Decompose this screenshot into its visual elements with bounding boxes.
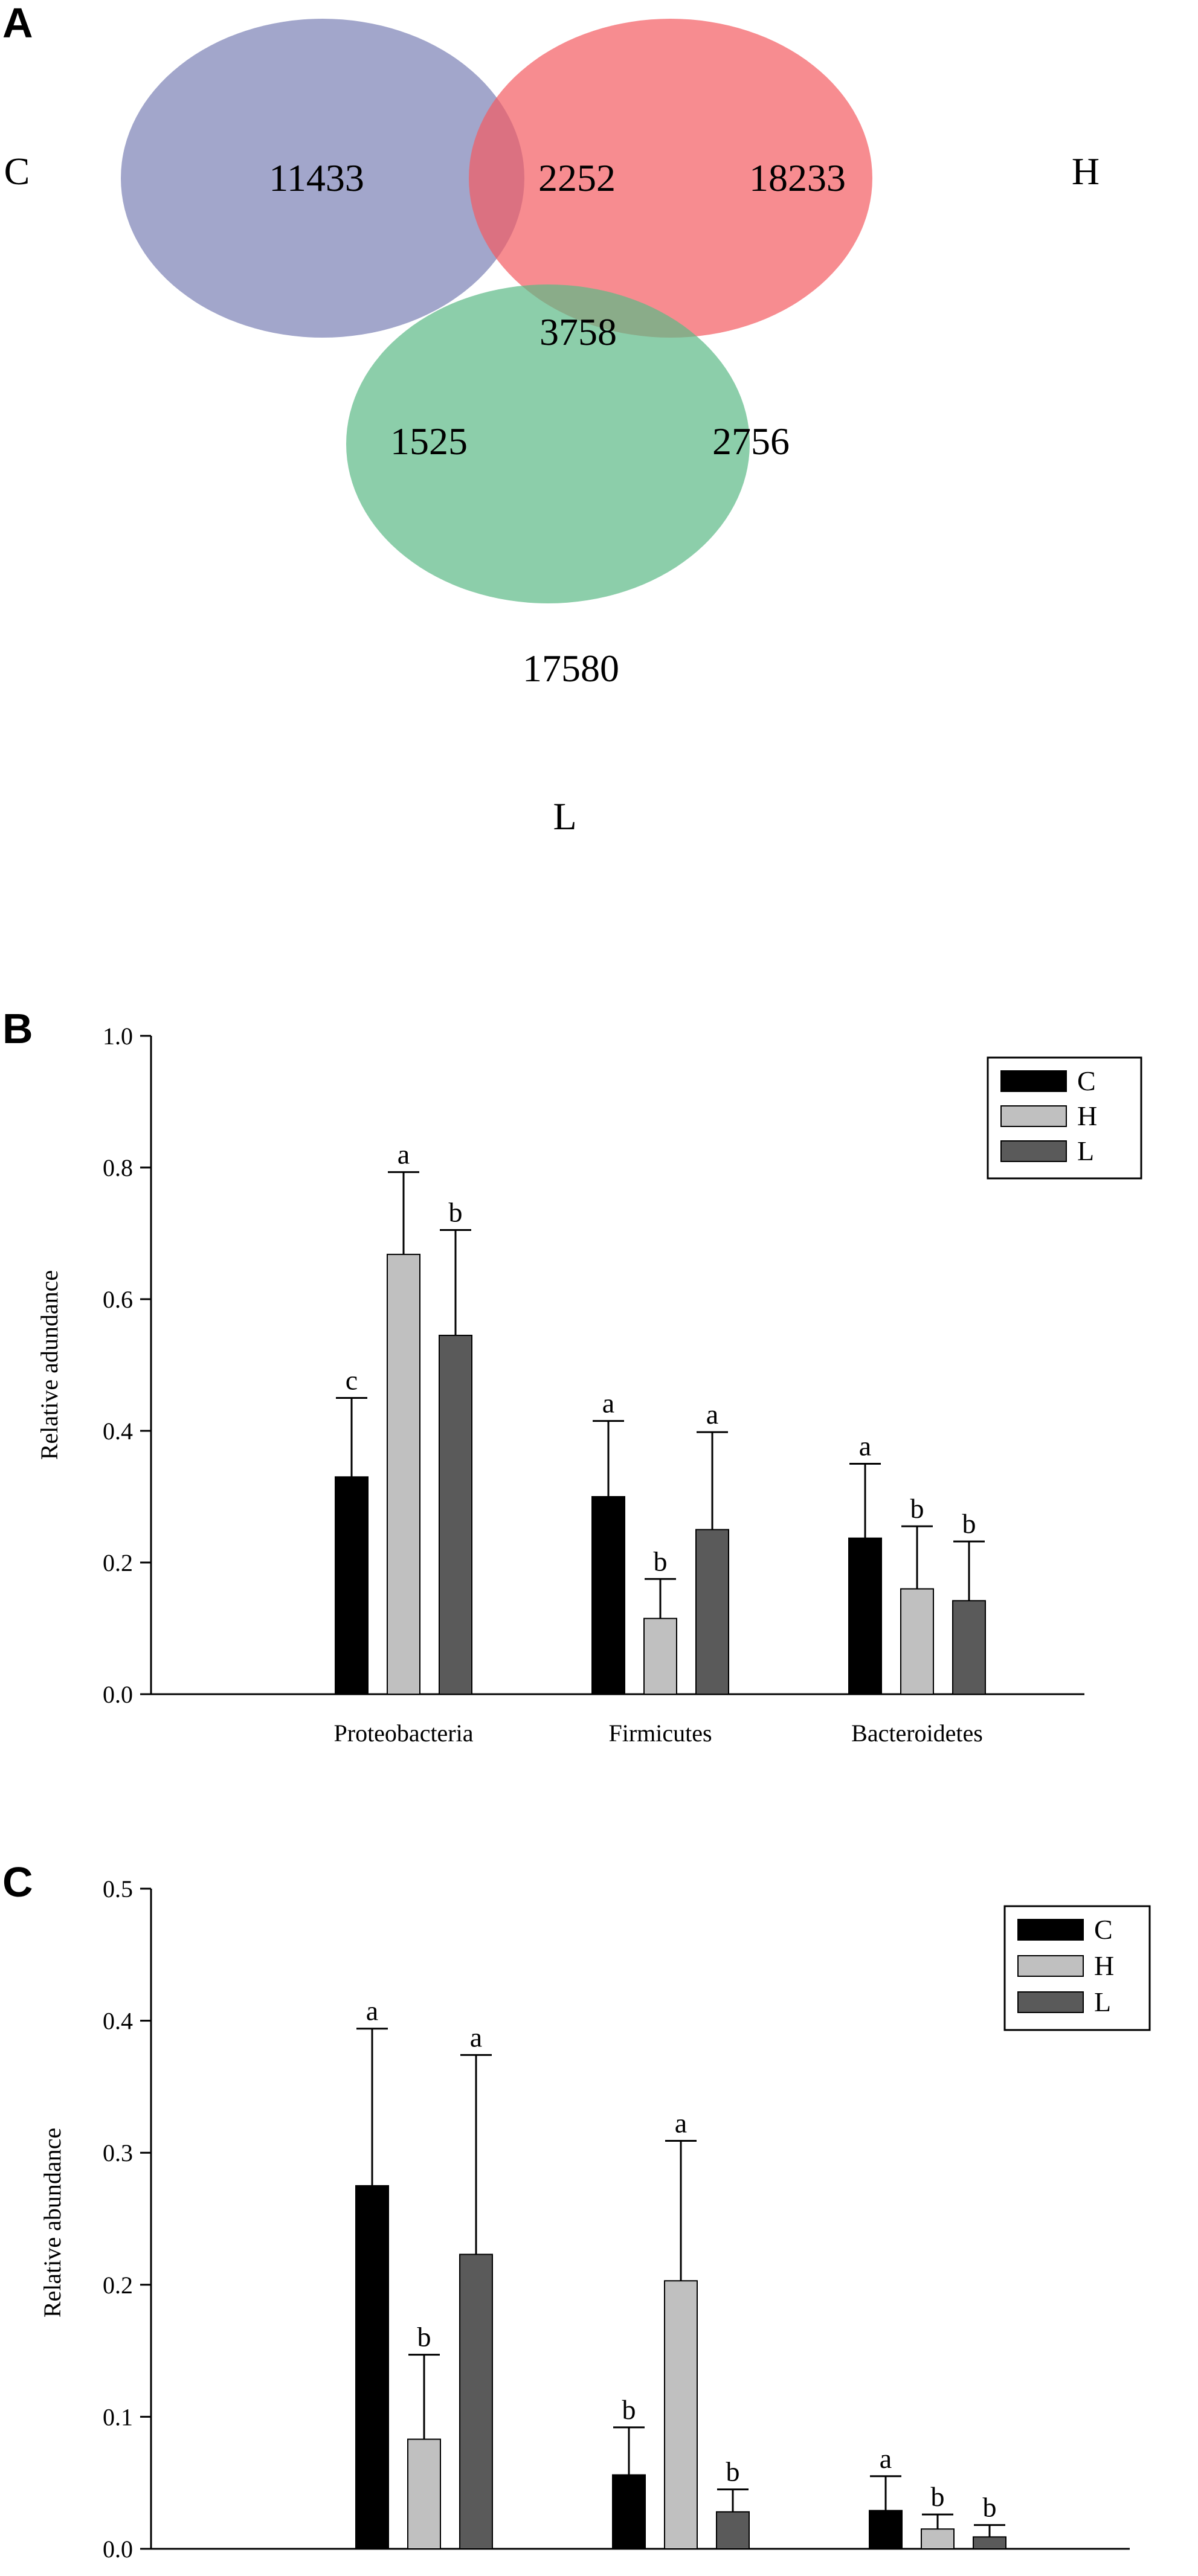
significance-letter: c [346, 1365, 358, 1396]
significance-letter: a [470, 2022, 482, 2052]
venn-circle-h [469, 19, 872, 338]
significance-letter: b [726, 2456, 740, 2487]
venn-circle-c [121, 19, 524, 338]
legend-label-c: C [1094, 1914, 1113, 1945]
bar-h-firmicutes [643, 1617, 677, 1695]
venn-set-label-h: H [1072, 150, 1100, 193]
y-tick-label: 0.0 [103, 1681, 133, 1708]
legend-swatch-l [1000, 1140, 1067, 1162]
bar-l-lactococcus [459, 2253, 493, 2549]
y-tick-label: 0.5 [103, 1875, 133, 1903]
y-tick-label: 0.1 [103, 2403, 133, 2430]
significance-letter: a [366, 1996, 378, 2026]
y-tick-label: 0.6 [103, 1286, 133, 1313]
phylum-bar-chart: Relative adundance 0.0 0.2 0.4 0.6 0.8 1.0 c a b… [36, 1023, 1142, 1747]
bar-l-bacteroidetes [952, 1600, 986, 1695]
legend-label-h: H [1077, 1100, 1097, 1131]
bar-h-bacteroidetes [900, 1588, 934, 1695]
y-tick-label: 0.2 [103, 2272, 133, 2299]
significance-letter: a [706, 1399, 718, 1430]
significance-letter: a [602, 1388, 614, 1419]
significance-letter: a [675, 2108, 687, 2139]
y-tick-label: 0.3 [103, 2139, 133, 2166]
bar-c-aeromonas [612, 2474, 646, 2549]
significance-letter: b [417, 2322, 431, 2353]
significance-letter: b [654, 1546, 668, 1576]
y-tick-label: 1.0 [103, 1023, 133, 1050]
panel-a-letter: A [2, 0, 33, 47]
y-axis-title: Relative abundance [39, 2128, 66, 2317]
significance-letter: b [931, 2481, 945, 2512]
legend-swatch-c [1000, 1070, 1067, 1092]
venn-count-l-only: 17580 [523, 647, 619, 690]
significance-letter: b [910, 1493, 924, 1524]
bar-h-aeromonas [664, 2280, 698, 2549]
legend-swatch-l [1017, 1991, 1084, 2013]
significance-letter: b [449, 1197, 463, 1228]
legend-swatch-c [1017, 1919, 1084, 1941]
y-axis-title: Relative adundance [36, 1270, 63, 1460]
venn-diagram: C H L 11433 2252 18233 3758 1525 2756 17… [4, 19, 1100, 838]
venn-count-h-only: 18233 [749, 156, 846, 199]
legend-label-l: L [1077, 1135, 1094, 1166]
legend-label-c: C [1077, 1065, 1096, 1096]
category-label: Proteobacteria [334, 1720, 474, 1747]
significance-letter: a [859, 1431, 871, 1462]
venn-count-c-h-l: 3758 [539, 310, 617, 353]
bar-l-aeromonas [716, 2511, 750, 2549]
legend-label-h: H [1094, 1950, 1114, 1981]
significance-letter: b [983, 2492, 997, 2523]
bar-h-bacteroides [921, 2528, 955, 2549]
bar-c-bacteroidetes [848, 1537, 882, 1695]
category-label: Bacteroides [880, 2574, 995, 2576]
legend-swatch-h [1017, 1955, 1084, 1977]
venn-count-c-only: 11433 [269, 156, 364, 199]
bar-c-firmicutes [591, 1496, 625, 1695]
venn-set-label-l: L [553, 795, 576, 838]
bar-c-bacteroides [869, 2510, 903, 2549]
y-tick-label: 0.8 [103, 1154, 133, 1181]
panel-c-letter: C [2, 1858, 33, 1906]
venn-count-h-l: 2756 [712, 420, 790, 463]
genus-bar-chart: Relative abundance 0.0 0.1 0.2 0.3 0.4 0.5 a b a… [39, 1875, 1151, 2576]
venn-circle-l [346, 284, 750, 603]
y-tick-label: 0.4 [103, 2008, 133, 2035]
y-tick-label: 0.0 [103, 2536, 133, 2563]
category-label: Lactococcus [363, 2574, 485, 2576]
bar-c-lactococcus [355, 2185, 389, 2550]
legend-swatch-h [1000, 1105, 1067, 1127]
bar-h-proteobacteria [387, 1253, 420, 1695]
bar-c-proteobacteria [335, 1476, 369, 1695]
y-tick-label: 0.2 [103, 1549, 133, 1576]
y-tick-label: 0.4 [103, 1418, 133, 1445]
venn-count-c-l: 1525 [390, 420, 468, 463]
significance-letter: a [398, 1139, 410, 1170]
category-label: Firmicutes [608, 1720, 712, 1747]
bar-l-firmicutes [695, 1529, 729, 1695]
venn-set-label-c: C [4, 150, 30, 193]
venn-count-c-h: 2252 [538, 156, 616, 199]
significance-letter: b [962, 1508, 976, 1539]
bar-l-bacteroides [973, 2536, 1006, 2550]
bar-h-lactococcus [407, 2438, 441, 2550]
significance-letter: b [622, 2394, 636, 2425]
bar-l-proteobacteria [439, 1334, 472, 1695]
category-label: Bacteroidetes [851, 1720, 983, 1747]
panel-b-letter: B [2, 1005, 33, 1052]
category-label: Aeromonas [625, 2574, 736, 2576]
legend-label-l: L [1094, 1987, 1111, 2017]
significance-letter: a [880, 2443, 892, 2474]
